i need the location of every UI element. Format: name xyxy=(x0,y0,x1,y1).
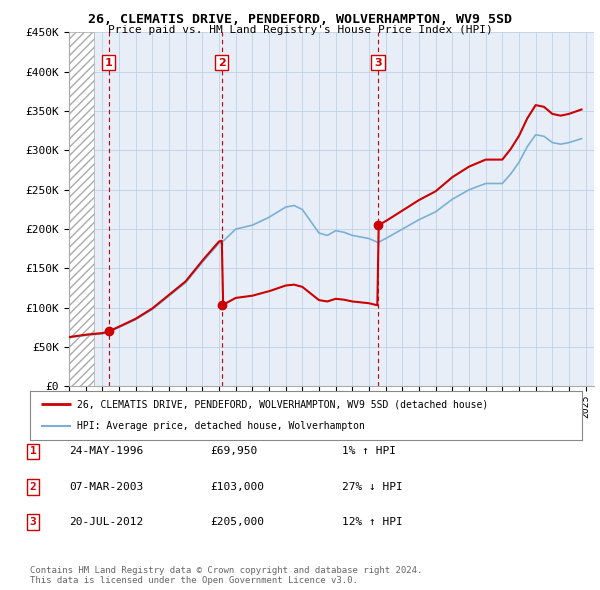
Text: £103,000: £103,000 xyxy=(210,482,264,491)
Text: 3: 3 xyxy=(374,58,382,67)
Text: 3: 3 xyxy=(29,517,37,527)
Text: 26, CLEMATIS DRIVE, PENDEFORD, WOLVERHAMPTON, WV9 5SD: 26, CLEMATIS DRIVE, PENDEFORD, WOLVERHAM… xyxy=(88,13,512,26)
Text: 20-JUL-2012: 20-JUL-2012 xyxy=(69,517,143,527)
Text: 07-MAR-2003: 07-MAR-2003 xyxy=(69,482,143,491)
Text: £69,950: £69,950 xyxy=(210,447,257,456)
Text: 1: 1 xyxy=(105,58,113,67)
Text: Price paid vs. HM Land Registry's House Price Index (HPI): Price paid vs. HM Land Registry's House … xyxy=(107,25,493,35)
Bar xyxy=(69,32,94,386)
Text: 1% ↑ HPI: 1% ↑ HPI xyxy=(342,447,396,456)
Text: 2: 2 xyxy=(218,58,226,67)
Text: 2: 2 xyxy=(29,482,37,491)
Text: 24-MAY-1996: 24-MAY-1996 xyxy=(69,447,143,456)
Text: Contains HM Land Registry data © Crown copyright and database right 2024.
This d: Contains HM Land Registry data © Crown c… xyxy=(30,566,422,585)
Text: HPI: Average price, detached house, Wolverhampton: HPI: Average price, detached house, Wolv… xyxy=(77,421,365,431)
Text: 27% ↓ HPI: 27% ↓ HPI xyxy=(342,482,403,491)
Text: 1: 1 xyxy=(29,447,37,456)
Text: £205,000: £205,000 xyxy=(210,517,264,527)
Text: 26, CLEMATIS DRIVE, PENDEFORD, WOLVERHAMPTON, WV9 5SD (detached house): 26, CLEMATIS DRIVE, PENDEFORD, WOLVERHAM… xyxy=(77,399,488,409)
Text: 12% ↑ HPI: 12% ↑ HPI xyxy=(342,517,403,527)
